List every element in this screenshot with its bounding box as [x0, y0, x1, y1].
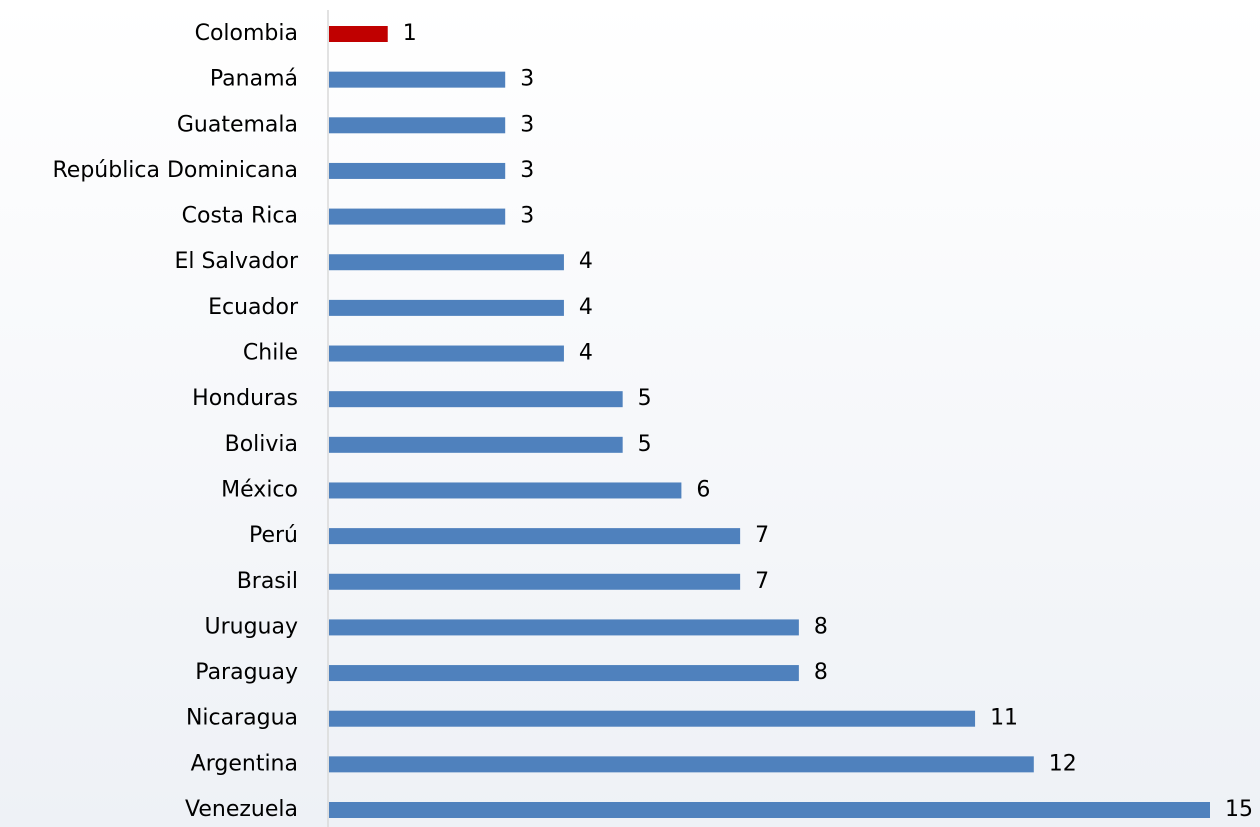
category-label: Chile: [243, 341, 298, 366]
bar: [329, 802, 1210, 818]
bar: [329, 436, 623, 453]
value-label: 15: [1225, 797, 1253, 822]
category-label: Guatemala: [177, 112, 298, 137]
category-label: Nicaragua: [186, 706, 298, 731]
category-label: Brasil: [237, 569, 298, 594]
category-label: El Salvador: [174, 249, 298, 274]
value-label: 6: [696, 477, 710, 502]
category-label: México: [221, 477, 298, 502]
category-label: Argentina: [191, 751, 298, 776]
bar: [329, 528, 741, 545]
bar: [329, 391, 623, 408]
value-label: 3: [520, 67, 534, 92]
category-label: Costa Rica: [182, 204, 298, 229]
value-label: 7: [755, 523, 769, 548]
bar: [329, 345, 564, 362]
value-label: 5: [638, 432, 652, 457]
category-label: Perú: [249, 523, 298, 548]
value-label: 4: [579, 295, 593, 320]
category-label: Bolivia: [225, 432, 298, 457]
bar: [329, 71, 506, 88]
value-label: 1: [403, 21, 417, 46]
bar: [329, 208, 506, 225]
bar: [329, 299, 564, 316]
value-label: 12: [1049, 751, 1077, 776]
bar: [329, 573, 741, 590]
category-label: Venezuela: [185, 797, 298, 822]
category-label: Uruguay: [205, 614, 299, 639]
bar: [329, 254, 564, 271]
bar: [329, 117, 506, 134]
bar: [329, 619, 799, 636]
bar: [329, 482, 682, 499]
category-label: Honduras: [192, 386, 298, 411]
bar: [329, 162, 506, 179]
category-label: Paraguay: [195, 660, 298, 685]
bar: [329, 26, 388, 42]
bar: [329, 665, 799, 682]
category-label: Panamá: [210, 67, 298, 92]
bar: [329, 756, 1034, 773]
value-label: 5: [638, 386, 652, 411]
value-label: 3: [520, 204, 534, 229]
value-label: 11: [990, 706, 1018, 731]
value-label: 4: [579, 341, 593, 366]
bar: [329, 710, 976, 727]
value-label: 3: [520, 112, 534, 137]
category-label: República Dominicana: [52, 158, 298, 183]
value-label: 7: [755, 569, 769, 594]
value-label: 3: [520, 158, 534, 183]
category-label: Ecuador: [208, 295, 299, 320]
value-label: 8: [814, 614, 828, 639]
value-label: 8: [814, 660, 828, 685]
value-label: 4: [579, 249, 593, 274]
category-label: Colombia: [195, 21, 298, 46]
